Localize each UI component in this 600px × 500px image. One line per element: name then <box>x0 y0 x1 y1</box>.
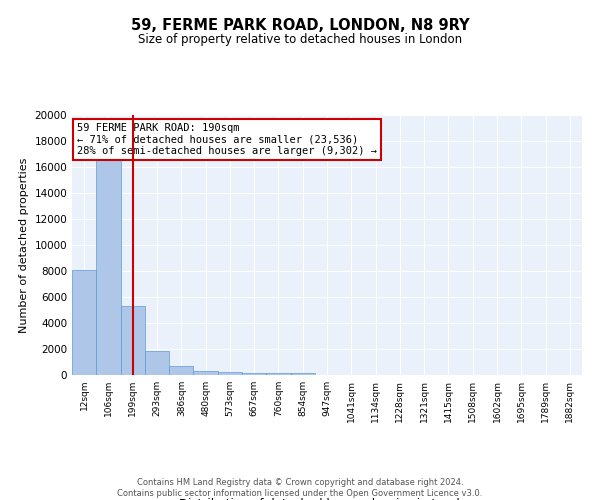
Bar <box>218 372 242 375</box>
Bar <box>290 374 315 375</box>
Bar <box>193 371 218 375</box>
Bar <box>242 372 266 375</box>
Y-axis label: Number of detached properties: Number of detached properties <box>19 158 29 332</box>
Text: Contains HM Land Registry data © Crown copyright and database right 2024.
Contai: Contains HM Land Registry data © Crown c… <box>118 478 482 498</box>
Bar <box>96 159 121 375</box>
Text: 59, FERME PARK ROAD, LONDON, N8 9RY: 59, FERME PARK ROAD, LONDON, N8 9RY <box>131 18 469 32</box>
Bar <box>266 372 290 375</box>
X-axis label: Distribution of detached houses by size in London: Distribution of detached houses by size … <box>179 498 475 500</box>
Text: 59 FERME PARK ROAD: 190sqm
← 71% of detached houses are smaller (23,536)
28% of : 59 FERME PARK ROAD: 190sqm ← 71% of deta… <box>77 123 377 156</box>
Bar <box>169 366 193 375</box>
Bar <box>121 306 145 375</box>
Bar <box>72 270 96 375</box>
Text: Size of property relative to detached houses in London: Size of property relative to detached ho… <box>138 32 462 46</box>
Bar <box>145 351 169 375</box>
